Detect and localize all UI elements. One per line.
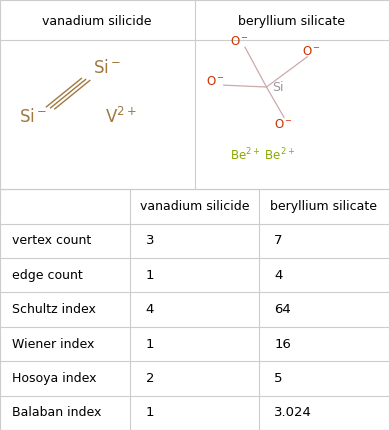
Text: Schultz index: Schultz index [12,303,96,316]
Text: 3.024: 3.024 [274,406,312,419]
Text: 1: 1 [146,406,154,419]
Text: Balaban index: Balaban index [12,406,101,419]
Text: O$^-$: O$^-$ [207,75,225,88]
Text: V$^{2+}$: V$^{2+}$ [105,107,137,127]
Text: Si$^-$: Si$^-$ [19,108,47,126]
Text: O$^-$: O$^-$ [302,45,321,58]
Text: vertex count: vertex count [12,234,91,247]
Text: 5: 5 [274,372,283,385]
Text: Be$^{2+}$ Be$^{2+}$: Be$^{2+}$ Be$^{2+}$ [230,147,295,163]
Text: beryllium silicate: beryllium silicate [238,15,345,28]
Text: 3: 3 [146,234,154,247]
Text: 4: 4 [146,303,154,316]
Text: Si: Si [272,80,284,94]
Text: Hosoya index: Hosoya index [12,372,96,385]
Text: 64: 64 [274,303,291,316]
Text: Si$^-$: Si$^-$ [93,59,121,77]
Text: 1: 1 [146,338,154,350]
Text: 16: 16 [274,338,291,350]
Text: edge count: edge count [12,269,82,282]
Text: vanadium silicide: vanadium silicide [42,15,152,28]
Text: 4: 4 [274,269,283,282]
Text: vanadium silicide: vanadium silicide [140,200,249,213]
Text: O$^-$: O$^-$ [230,35,249,48]
Text: 1: 1 [146,269,154,282]
Text: Wiener index: Wiener index [12,338,94,350]
Text: 7: 7 [274,234,283,247]
Text: O$^-$: O$^-$ [275,118,293,132]
Text: beryllium silicate: beryllium silicate [270,200,377,213]
Text: 2: 2 [146,372,154,385]
